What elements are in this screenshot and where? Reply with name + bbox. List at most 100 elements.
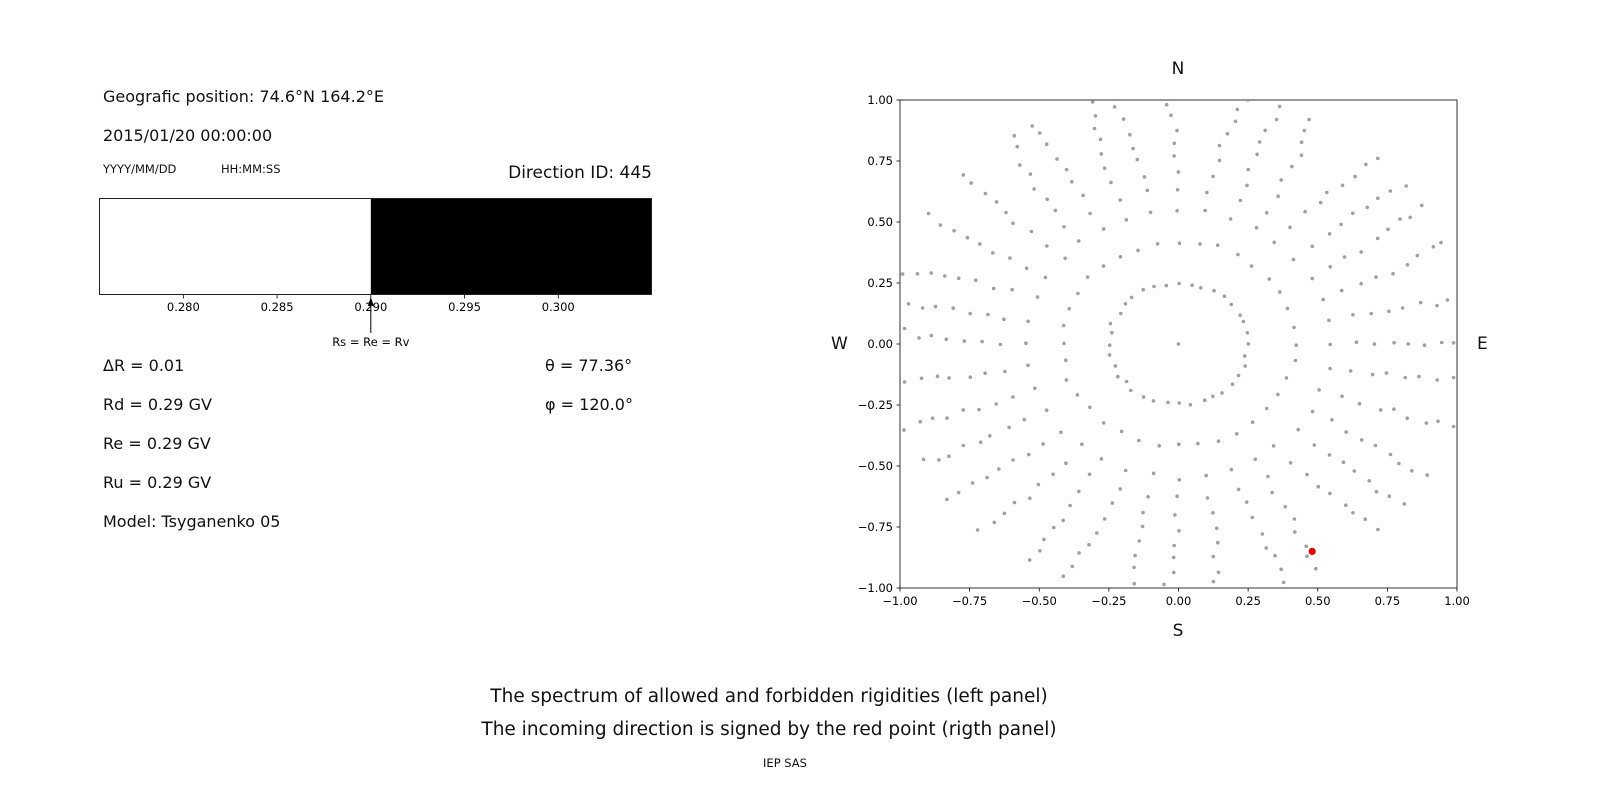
gray-point [1238, 313, 1242, 317]
gray-point [1151, 471, 1156, 476]
gray-point [1018, 163, 1022, 167]
gray-point [1365, 205, 1369, 210]
gray-point [1124, 218, 1129, 222]
gray-point [1392, 340, 1396, 345]
y-tick-label: −0.75 [858, 520, 893, 534]
gray-point [1109, 180, 1113, 185]
gray-point [997, 467, 1001, 471]
gray-point [902, 326, 907, 331]
gray-point [1164, 102, 1169, 107]
gray-point [1279, 178, 1283, 182]
gray-point [1035, 295, 1040, 299]
gray-point [1136, 248, 1140, 253]
gray-point [893, 299, 897, 303]
gray-point [1376, 156, 1380, 161]
gray-point [1359, 250, 1363, 254]
gray-point [1137, 539, 1142, 543]
gray-point [1044, 142, 1049, 146]
gray-point [943, 274, 947, 278]
gray-point [1353, 174, 1357, 179]
gray-point [975, 528, 980, 532]
gray-point [978, 242, 982, 246]
gray-point [1445, 298, 1450, 302]
gray-point [1146, 495, 1150, 499]
gray-point [1002, 511, 1007, 516]
gray-point [1116, 374, 1120, 379]
gray-point [1076, 291, 1080, 296]
gray-point [1325, 190, 1329, 195]
gray-point [1110, 330, 1114, 335]
gray-point [1045, 244, 1049, 248]
gray-point [1030, 124, 1034, 128]
gray-point [918, 419, 922, 424]
gray-point [1304, 544, 1308, 549]
gray-point [961, 443, 966, 448]
gray-point [1102, 166, 1107, 170]
gray-point [1352, 469, 1357, 473]
gray-point [1350, 211, 1355, 216]
gray-point [1451, 341, 1456, 345]
gray-point [1384, 371, 1389, 375]
theta-text: θ = 77.36° [545, 356, 633, 375]
gray-point [1420, 203, 1424, 208]
gray-point [1177, 529, 1181, 533]
gray-point [1327, 453, 1332, 457]
gray-point [1133, 553, 1137, 558]
gray-point [1145, 188, 1150, 193]
gray-point [1351, 511, 1355, 515]
gray-point [968, 311, 972, 316]
gray-point [1011, 221, 1015, 226]
gray-point [1263, 128, 1267, 133]
gray-point [1088, 405, 1092, 410]
y-tick-label: 0.00 [867, 337, 893, 351]
gray-point [1059, 430, 1063, 435]
gray-point [947, 454, 951, 459]
y-tick-label: 1.00 [867, 93, 893, 107]
gray-point [1328, 342, 1332, 347]
gray-point [1118, 198, 1122, 202]
gray-point [956, 490, 961, 495]
gray-point [1171, 555, 1176, 560]
gray-point [1425, 473, 1429, 477]
gray-point [1363, 517, 1367, 521]
gray-point [1435, 378, 1439, 382]
gray-point [965, 235, 970, 240]
gray-point [1064, 167, 1069, 172]
gray-point [1245, 183, 1249, 188]
spectrum-segment-allowed [99, 198, 371, 295]
gray-point [1351, 313, 1355, 317]
gray-point [1029, 229, 1034, 234]
gray-point [1011, 458, 1015, 462]
gray-point [1314, 566, 1318, 571]
gray-point [1271, 444, 1276, 448]
gray-point [1243, 364, 1247, 368]
x-tick-label: −0.75 [952, 594, 987, 608]
gray-point [1148, 210, 1153, 215]
compass-n-label: N [1171, 59, 1185, 79]
gray-point [1202, 398, 1207, 403]
gray-point [1161, 598, 1165, 602]
gray-point [1374, 275, 1378, 279]
gray-point [1108, 321, 1113, 326]
gray-point [1070, 564, 1075, 569]
gray-point [1367, 479, 1371, 483]
gray-point [1177, 401, 1182, 405]
gray-point [1276, 392, 1280, 397]
gray-point [969, 181, 973, 185]
gray-point [1124, 379, 1129, 384]
time-format-label: HH:MM:SS [221, 162, 281, 176]
gray-point [1198, 242, 1202, 246]
gray-point [1292, 325, 1296, 330]
spectrum-border [99, 198, 652, 295]
gray-point [1211, 511, 1215, 515]
ru-text: Ru = 0.29 GV [103, 473, 212, 492]
gray-point [1374, 489, 1379, 494]
gray-point [1281, 580, 1286, 585]
gray-point [1172, 154, 1176, 158]
rd-text: Rd = 0.29 GV [103, 395, 212, 414]
gray-point [1110, 501, 1115, 505]
y-tick-label: −0.25 [858, 398, 893, 412]
gray-point [1245, 331, 1250, 335]
gray-point [974, 278, 978, 282]
gray-point [1077, 239, 1081, 243]
